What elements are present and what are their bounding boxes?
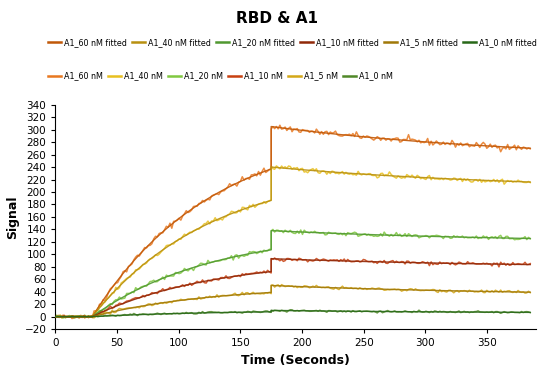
Y-axis label: Signal: Signal xyxy=(6,195,19,239)
Text: RBD & A1: RBD & A1 xyxy=(236,11,317,26)
Legend: A1_60 nM, A1_40 nM, A1_20 nM, A1_10 nM, A1_5 nM, A1_0 nM: A1_60 nM, A1_40 nM, A1_20 nM, A1_10 nM, … xyxy=(48,71,393,80)
Legend: A1_60 nM fitted, A1_40 nM fitted, A1_20 nM fitted, A1_10 nM fitted, A1_5 nM fitt: A1_60 nM fitted, A1_40 nM fitted, A1_20 … xyxy=(48,38,536,47)
X-axis label: Time (Seconds): Time (Seconds) xyxy=(242,354,350,367)
